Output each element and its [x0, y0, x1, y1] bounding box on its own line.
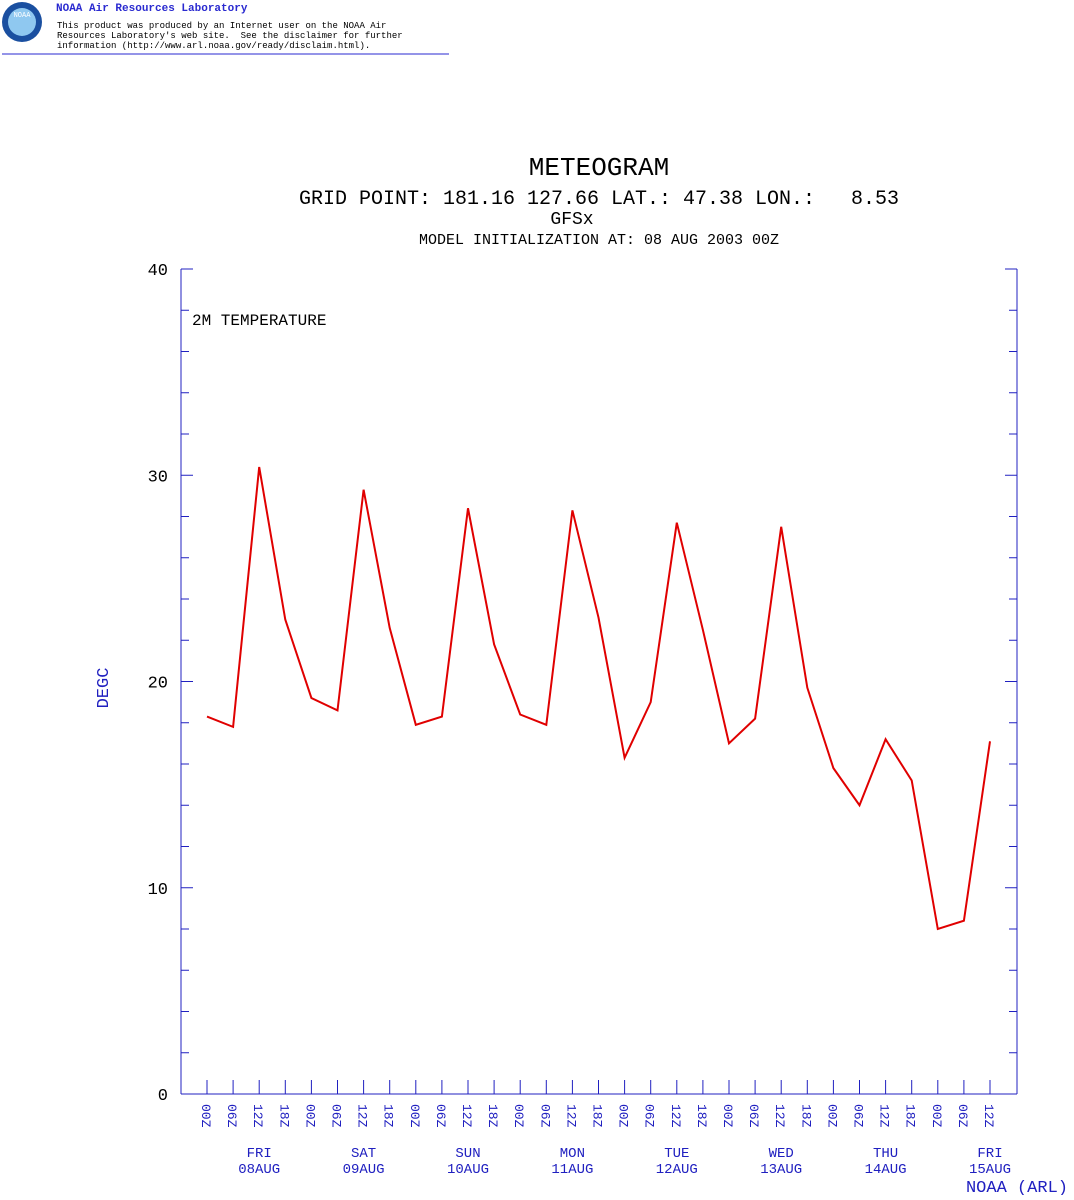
annotation: 2M TEMPERATURE	[192, 312, 326, 330]
day-label: MON	[560, 1146, 585, 1162]
x-tick-label: 18Z	[381, 1104, 396, 1128]
y-tick-label: 0	[158, 1087, 168, 1106]
x-tick-label: 00Z	[616, 1104, 631, 1128]
x-tick-label: 12Z	[250, 1104, 265, 1128]
disclaimer: This product was produced by an Internet…	[57, 21, 386, 31]
subtitle: GRID POINT: 181.16 127.66 LAT.: 47.38 LO…	[299, 188, 899, 211]
x-tick-label: 12Z	[668, 1104, 683, 1128]
org: NOAA Air Resources Laboratory	[56, 3, 248, 15]
x-tick-label: 18Z	[485, 1104, 500, 1128]
x-tick-label: 06Z	[537, 1104, 552, 1128]
x-tick-label: 00Z	[407, 1104, 422, 1128]
x-tick-label: 06Z	[329, 1104, 344, 1128]
y-tick-label: 10	[148, 881, 168, 900]
x-tick-label: 06Z	[224, 1104, 239, 1128]
day-label: WED	[769, 1146, 794, 1162]
x-tick-label: 06Z	[746, 1104, 761, 1128]
x-tick-label: 06Z	[851, 1104, 866, 1128]
disclaimer: Resources Laboratory's web site. See the…	[57, 31, 403, 41]
x-tick-label: 00Z	[720, 1104, 735, 1128]
x-tick-label: 18Z	[276, 1104, 291, 1128]
x-tick-label: 00Z	[824, 1104, 839, 1128]
x-tick-label: 18Z	[903, 1104, 918, 1128]
init: MODEL INITIALIZATION AT: 08 AUG 2003 00Z	[419, 232, 779, 249]
date-label: 08AUG	[238, 1162, 280, 1178]
y-tick-label: 30	[148, 468, 168, 487]
date-label: 14AUG	[865, 1162, 907, 1178]
date-label: 09AUG	[343, 1162, 385, 1178]
x-tick-label: 12Z	[563, 1104, 578, 1128]
date-label: 10AUG	[447, 1162, 489, 1178]
day-label: FRI	[247, 1146, 272, 1162]
chart-title: METEOGRAM	[529, 153, 669, 183]
credit: NOAA (ARL)	[966, 1179, 1068, 1195]
x-tick-label: 12Z	[355, 1104, 370, 1128]
day-label: THU	[873, 1146, 898, 1162]
date-label: 13AUG	[760, 1162, 802, 1178]
disclaimer: information (http://www.arl.noaa.gov/rea…	[57, 41, 370, 51]
logo-inner	[8, 8, 36, 36]
x-tick-label: 00Z	[302, 1104, 317, 1128]
day-label: TUE	[664, 1146, 689, 1162]
x-tick-label: 12Z	[981, 1104, 996, 1128]
day-label: SUN	[455, 1146, 480, 1162]
y-label: DEGC	[95, 668, 114, 709]
day-label: SAT	[351, 1146, 376, 1162]
temperature-line	[206, 466, 991, 931]
x-tick-label: 18Z	[798, 1104, 813, 1128]
x-tick-label: 12Z	[877, 1104, 892, 1128]
x-tick-label: 18Z	[590, 1104, 605, 1128]
x-tick-label: 00Z	[511, 1104, 526, 1128]
date-label: 12AUG	[656, 1162, 698, 1178]
x-tick-label: 06Z	[955, 1104, 970, 1128]
x-tick-label: 12Z	[772, 1104, 787, 1128]
y-tick-label: 40	[148, 262, 168, 281]
date-label: 11AUG	[551, 1162, 593, 1178]
x-tick-label: 12Z	[459, 1104, 474, 1128]
x-tick-label: 18Z	[694, 1104, 709, 1128]
x-tick-label: 06Z	[642, 1104, 657, 1128]
date-label: 15AUG	[969, 1162, 1011, 1178]
logo-text: NOAA	[14, 12, 32, 20]
day-label: FRI	[977, 1146, 1002, 1162]
x-tick-label: 00Z	[198, 1104, 213, 1128]
y-tick-label: 20	[148, 675, 168, 694]
x-tick-label: 06Z	[433, 1104, 448, 1128]
model: GFSx	[550, 210, 593, 230]
x-tick-label: 00Z	[929, 1104, 944, 1128]
